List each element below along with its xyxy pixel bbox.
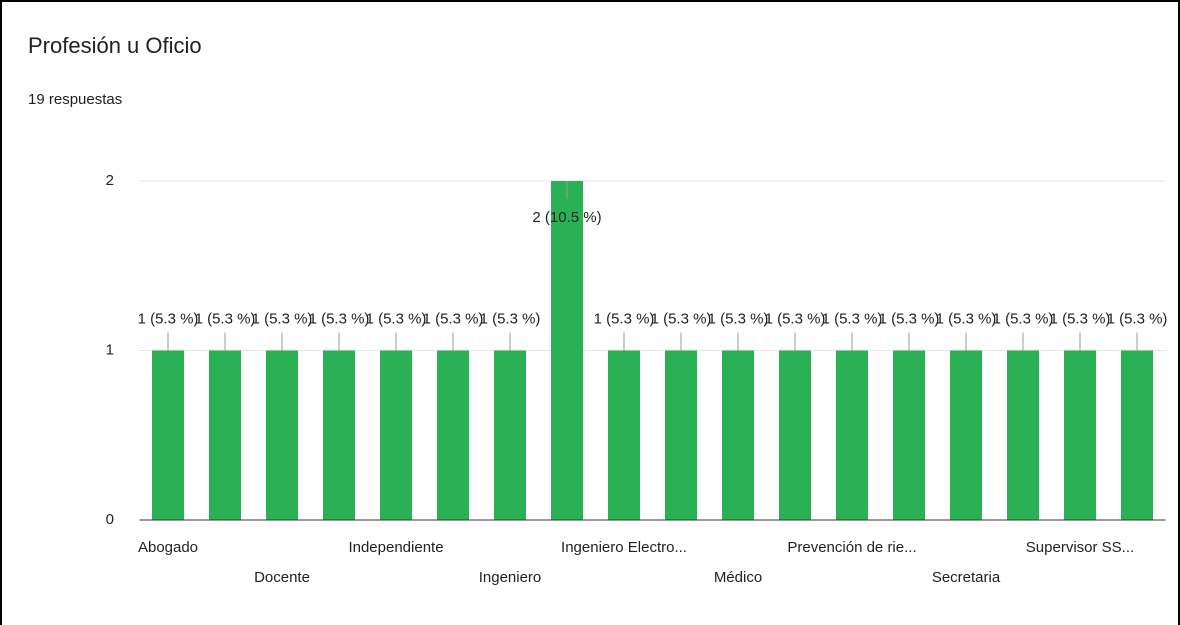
y-tick-label: 2 — [106, 172, 114, 189]
bar — [209, 350, 241, 520]
bar — [380, 350, 412, 520]
value-label: 1 (5.3 %) — [138, 310, 199, 327]
value-label: 1 (5.3 %) — [1107, 310, 1168, 327]
y-tick-label: 0 — [106, 511, 114, 528]
x-tick-label: Docente — [254, 569, 310, 586]
bar — [722, 350, 754, 520]
bar — [323, 350, 355, 520]
x-tick-label: Abogado — [138, 539, 198, 556]
value-label: 1 (5.3 %) — [936, 310, 997, 327]
bar — [950, 350, 982, 520]
value-label: 1 (5.3 %) — [366, 310, 427, 327]
chart-subtitle: 19 respuestas — [28, 91, 122, 108]
value-label: 1 (5.3 %) — [594, 310, 655, 327]
value-label: 1 (5.3 %) — [879, 310, 940, 327]
value-label: 1 (5.3 %) — [708, 310, 769, 327]
bar — [1121, 350, 1153, 520]
value-label: 1 (5.3 %) — [765, 310, 826, 327]
value-label: 1 (5.3 %) — [651, 310, 712, 327]
x-tick-label: Independiente — [348, 539, 443, 556]
x-tick-label: Ingeniero Electro... — [561, 539, 687, 556]
bar — [152, 350, 184, 520]
bar — [836, 350, 868, 520]
y-tick-label: 1 — [106, 341, 114, 358]
bar — [494, 350, 526, 520]
value-label: 1 (5.3 %) — [252, 310, 313, 327]
x-tick-label: Médico — [714, 569, 762, 586]
bar — [437, 350, 469, 520]
value-label: 1 (5.3 %) — [480, 310, 541, 327]
chart-title: Profesión u Oficio — [28, 33, 202, 58]
bar — [551, 181, 583, 520]
value-label: 1 (5.3 %) — [309, 310, 370, 327]
value-label: 1 (5.3 %) — [822, 310, 883, 327]
value-label: 1 (5.3 %) — [195, 310, 256, 327]
x-tick-label: Secretaria — [932, 569, 1001, 586]
value-label: 2 (10.5 %) — [532, 209, 601, 226]
x-tick-label: Prevención de rie... — [787, 539, 916, 556]
bar — [608, 350, 640, 520]
bar — [1007, 350, 1039, 520]
bar — [665, 350, 697, 520]
bar — [1064, 350, 1096, 520]
bar — [266, 350, 298, 520]
bar — [893, 350, 925, 520]
value-label: 1 (5.3 %) — [993, 310, 1054, 327]
bar — [779, 350, 811, 520]
value-label: 1 (5.3 %) — [423, 310, 484, 327]
x-tick-label: Ingeniero — [479, 569, 542, 586]
value-label: 1 (5.3 %) — [1050, 310, 1111, 327]
x-tick-label: Supervisor SS... — [1026, 539, 1134, 556]
